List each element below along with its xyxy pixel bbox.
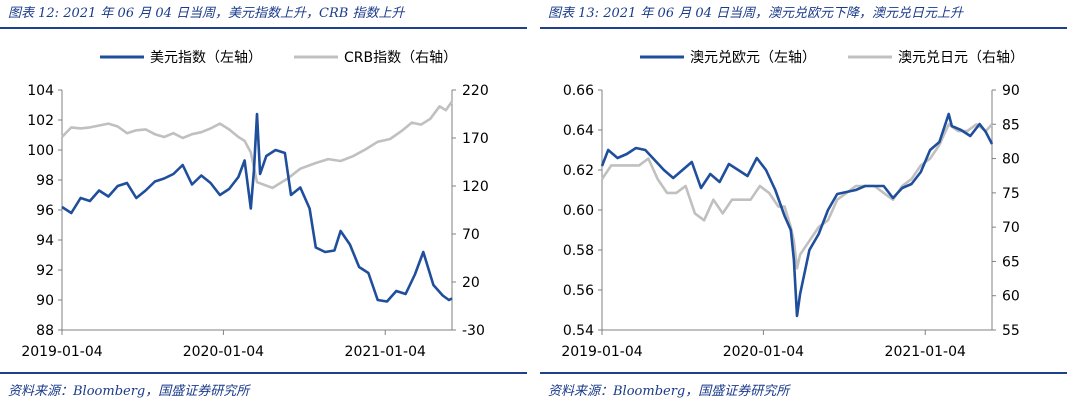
- chart-panel-left: 图表 12: 2021 年 06 月 04 日当周，美元指数上升，CRB 指数上…: [0, 0, 527, 405]
- left-tick-label: 90: [36, 293, 54, 309]
- left-tick-label: 96: [36, 203, 54, 219]
- left-tick-label: 0.60: [563, 203, 594, 219]
- bottom-rule: [540, 372, 1067, 374]
- left-tick-label: 98: [36, 173, 54, 189]
- right-tick-label: 120: [462, 179, 489, 195]
- right-tick-label: 60: [1002, 289, 1020, 305]
- series-line-left-axis: [61, 112, 453, 303]
- x-tick-label: 2020-01-04: [183, 344, 264, 360]
- figure-title: 图表 12: 2021 年 06 月 04 日当周，美元指数上升，CRB 指数上…: [8, 6, 405, 21]
- right-tick-label: 20: [462, 275, 480, 291]
- x-tick-label: 2021-01-04: [345, 344, 426, 360]
- x-tick-label: 2019-01-04: [561, 344, 642, 360]
- x-tick-label: 2020-01-04: [723, 344, 804, 360]
- source-note: 资料来源：Bloomberg，国盛证券研究所: [8, 384, 250, 399]
- right-tick-label: 90: [1002, 83, 1020, 99]
- left-tick-label: 0.54: [563, 323, 594, 339]
- chart-panel-right: 图表 13: 2021 年 06 月 04 日当周，澳元兑欧元下降，澳元兑日元上…: [540, 0, 1067, 405]
- right-tick-label: -30: [462, 323, 485, 339]
- right-tick-label: 170: [462, 131, 489, 147]
- right-tick-label: 70: [462, 227, 480, 243]
- x-tick-label: 2019-01-04: [21, 344, 102, 360]
- right-tick-label: 70: [1002, 220, 1020, 236]
- right-tick-label: 220: [462, 83, 489, 99]
- right-tick-label: 85: [1002, 117, 1020, 133]
- left-tick-label: 102: [27, 113, 54, 129]
- right-tick-label: 65: [1002, 254, 1020, 270]
- legend-label: 澳元兑欧元（左轴）: [690, 50, 816, 66]
- line-chart-usd-crb: 88 90 92 94 96 98 100 102 104 -30 20 70 120 170 220 201…: [21, 50, 489, 360]
- x-tick-label: 2021-01-04: [885, 344, 966, 360]
- left-tick-label: 0.64: [563, 123, 594, 139]
- left-tick-label: 0.62: [563, 163, 594, 179]
- line-chart-aud-eur-jpy: 0.54 0.56 0.58 0.60 0.62 0.64 0.66 55 60 65 70 75 80…: [561, 50, 1024, 360]
- left-tick-label: 0.66: [563, 83, 594, 99]
- left-tick-label: 88: [36, 323, 54, 339]
- left-tick-label: 104: [27, 83, 54, 99]
- legend-label: 美元指数（左轴）: [150, 50, 262, 66]
- bottom-rule: [0, 372, 527, 374]
- right-tick-label: 55: [1002, 323, 1020, 339]
- series-line-right-axis: [61, 100, 454, 190]
- right-tick-label: 80: [1002, 152, 1020, 168]
- left-tick-label: 0.58: [563, 243, 594, 259]
- source-note: 资料来源：Bloomberg，国盛证券研究所: [548, 384, 790, 399]
- figure-title: 图表 13: 2021 年 06 月 04 日当周，澳元兑欧元下降，澳元兑日元上…: [548, 6, 964, 21]
- left-tick-label: 0.56: [563, 283, 594, 299]
- top-rule: [0, 27, 527, 29]
- left-tick-label: 92: [36, 263, 54, 279]
- legend-label: CRB指数（右轴）: [344, 50, 457, 66]
- top-rule: [540, 27, 1067, 29]
- series-line-left-axis: [600, 112, 994, 318]
- legend-label: 澳元兑日元（右轴）: [898, 50, 1024, 66]
- left-tick-label: 100: [27, 143, 54, 159]
- right-tick-label: 75: [1002, 186, 1020, 202]
- left-tick-label: 94: [36, 233, 54, 249]
